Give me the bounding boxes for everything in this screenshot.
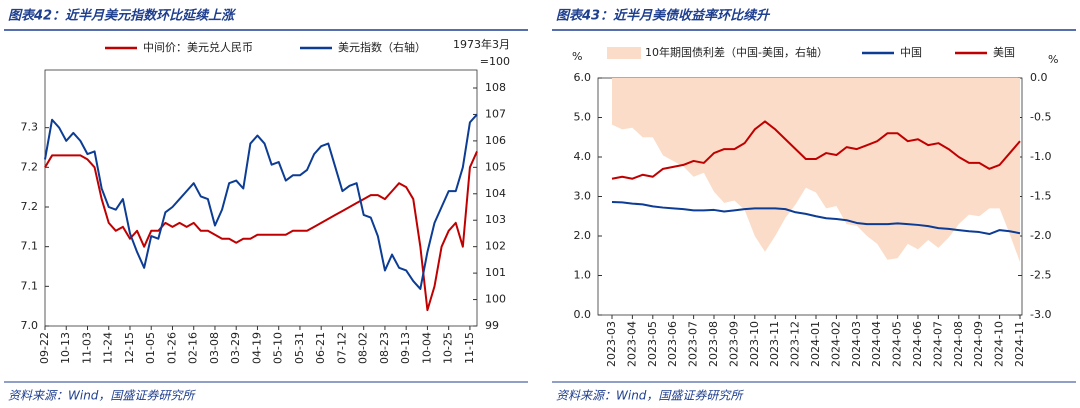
legend-label: 中国 xyxy=(900,46,922,59)
line xyxy=(44,151,478,312)
legend-label: 中间价：美元兑人民币 xyxy=(143,40,253,54)
x-tick-label: 2024-10 xyxy=(993,321,1006,367)
x-tick-label: 03-29 xyxy=(229,332,242,364)
axis-note: =100 xyxy=(480,55,510,68)
x-tick-label: 2023-03 xyxy=(605,321,618,367)
y2-tick-label: 104 xyxy=(485,187,506,200)
x-tick-label: 02-16 xyxy=(187,332,200,364)
source: 资料来源：Wind，国盛证券研究所 xyxy=(556,389,744,403)
x-tick-label: 05-10 xyxy=(272,332,285,364)
x-tick-label: 03-08 xyxy=(208,332,221,364)
plot-frame xyxy=(44,69,478,327)
y-tick-label: 6.0 xyxy=(574,71,592,84)
x-tick-label: 12-15 xyxy=(123,332,136,364)
line xyxy=(611,201,1021,236)
y-tick-label: 7.3 xyxy=(21,121,39,134)
legend-swatch xyxy=(607,47,641,59)
x-tick-label: 2024-08 xyxy=(952,321,965,367)
chart-title: 图表43：近半月美债收益率环比续升 xyxy=(556,8,771,24)
x-tick-label: 01-26 xyxy=(165,332,178,364)
y2-tick-label: 99 xyxy=(485,319,499,332)
y2-tick-label: 105 xyxy=(485,160,506,173)
x-tick-label: 2023-06 xyxy=(666,321,679,367)
x-tick-label: 10-13 xyxy=(59,332,72,364)
y2-tick-label: 101 xyxy=(485,266,506,279)
y-tick-label: 7.1 xyxy=(21,279,39,292)
x-tick-label: 10-25 xyxy=(442,332,455,364)
x-tick-label: 2023-05 xyxy=(646,321,659,367)
y2-tick-label: -1.0 xyxy=(1030,150,1051,163)
x-tick-label: 01-05 xyxy=(144,332,157,364)
y2-tick-label: -1.5 xyxy=(1030,190,1051,203)
legend-label: 美元指数（右轴） xyxy=(338,40,426,54)
y-tick-label: 7.0 xyxy=(21,319,39,332)
x-tick-label: 07-12 xyxy=(335,332,348,364)
x-tick-label: 2023-10 xyxy=(748,321,761,367)
y-tick-label: 0.0 xyxy=(574,308,592,321)
line xyxy=(611,120,1021,180)
x-tick-label: 2024-04 xyxy=(870,321,883,367)
y2-tick-label: 106 xyxy=(485,134,506,147)
x-tick-label: 2023-08 xyxy=(707,321,720,367)
x-tick-label: 2024-01 xyxy=(809,321,822,367)
y-tick-label: 3.0 xyxy=(574,190,592,203)
x-tick-label: 2023-04 xyxy=(625,321,638,367)
x-tick-label: 09-13 xyxy=(399,332,412,364)
axis-note: 1973年3月 xyxy=(453,37,510,51)
x-tick-label: 2024-11 xyxy=(1013,321,1026,367)
y-tick-label: 7.2 xyxy=(21,160,39,173)
y2-tick-label: 100 xyxy=(485,293,506,306)
y-tick-label: 1.0 xyxy=(574,269,592,282)
x-tick-label: 2024-09 xyxy=(972,321,985,367)
y-tick-label: 7.1 xyxy=(21,240,39,253)
legend-label: 美国 xyxy=(993,46,1015,59)
x-tick-label: 11-03 xyxy=(80,332,93,364)
y2-tick-label: 0.0 xyxy=(1030,71,1048,84)
x-tick-label: 2024-05 xyxy=(891,321,904,367)
source: 资料来源：Wind，国盛证券研究所 xyxy=(8,389,196,403)
y2-unit: % xyxy=(1048,53,1058,66)
y-tick-label: 4.0 xyxy=(574,150,592,163)
x-tick-label: 2023-12 xyxy=(789,321,802,367)
legend-label: 10年期国债利差（中国-美国，右轴） xyxy=(645,45,828,59)
x-tick-label: 05-31 xyxy=(293,332,306,364)
x-tick-label: 06-21 xyxy=(314,332,327,364)
y-tick-label: 2.0 xyxy=(574,229,592,242)
y2-tick-label: -2.0 xyxy=(1030,229,1051,242)
x-tick-label: 04-19 xyxy=(250,332,263,364)
x-tick-label: 08-23 xyxy=(378,332,391,364)
chart-title: 图表42：近半月美元指数环比延续上涨 xyxy=(8,8,237,24)
x-tick-label: 2024-02 xyxy=(829,321,842,367)
y2-tick-label: -0.5 xyxy=(1030,111,1051,124)
x-tick-label: 2024-07 xyxy=(931,321,944,367)
x-tick-label: 10-04 xyxy=(420,332,433,364)
y-unit: % xyxy=(572,50,582,63)
x-tick-label: 2023-09 xyxy=(727,321,740,367)
area xyxy=(612,78,1020,263)
x-tick-label: 09-22 xyxy=(38,332,51,364)
y2-tick-label: -3.0 xyxy=(1030,308,1051,321)
y2-tick-label: 107 xyxy=(485,107,506,120)
x-tick-label: 11-24 xyxy=(102,332,115,364)
y2-tick-label: 102 xyxy=(485,240,506,253)
x-tick-label: 2024-03 xyxy=(850,321,863,367)
y2-tick-label: 108 xyxy=(485,81,506,94)
y-tick-label: 7.2 xyxy=(21,200,39,213)
x-tick-label: 2024-06 xyxy=(911,321,924,367)
x-tick-label: 08-02 xyxy=(357,332,370,364)
x-tick-label: 2023-11 xyxy=(768,321,781,367)
line xyxy=(44,113,478,290)
y2-tick-label: 103 xyxy=(485,213,506,226)
y-tick-label: 5.0 xyxy=(574,111,592,124)
x-tick-label: 11-15 xyxy=(463,332,476,364)
x-tick-label: 2023-07 xyxy=(687,321,700,367)
y2-tick-label: -2.5 xyxy=(1030,269,1051,282)
